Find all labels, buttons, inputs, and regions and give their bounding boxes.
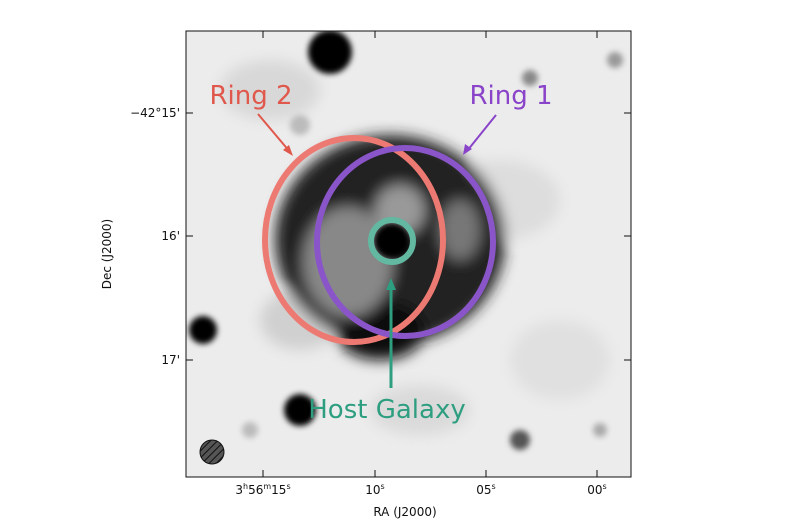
ring-2-ellipse: [262, 135, 446, 345]
x-tick-label: 10s: [365, 482, 384, 497]
y-tick-label: 16': [161, 229, 180, 243]
ring-1-arrow: [466, 114, 497, 152]
beam-ellipse-icon: [199, 439, 225, 465]
y-tick-label: 17': [161, 353, 180, 367]
y-axis-label: Dec (J2000): [100, 219, 114, 289]
ring-2-arrow: [257, 113, 291, 153]
tick-marks: [186, 31, 631, 477]
image-map: Ring 2 Ring 1 Host Galaxy: [186, 31, 631, 477]
ring-2-label: Ring 2: [209, 81, 292, 111]
plot-frame: [185, 30, 632, 478]
x-tick-label: 00s: [587, 482, 606, 497]
x-axis-label: RA (J2000): [373, 505, 436, 519]
x-tick-label: 05s: [476, 482, 495, 497]
x-tick-label: 3h56m15s: [235, 482, 290, 497]
host-galaxy-circle: [368, 217, 416, 265]
host-galaxy-label: Host Galaxy: [308, 395, 465, 425]
y-tick-label: −42°15': [130, 106, 180, 120]
ring-1-label: Ring 1: [469, 81, 552, 111]
ring-1-ellipse: [314, 145, 496, 339]
